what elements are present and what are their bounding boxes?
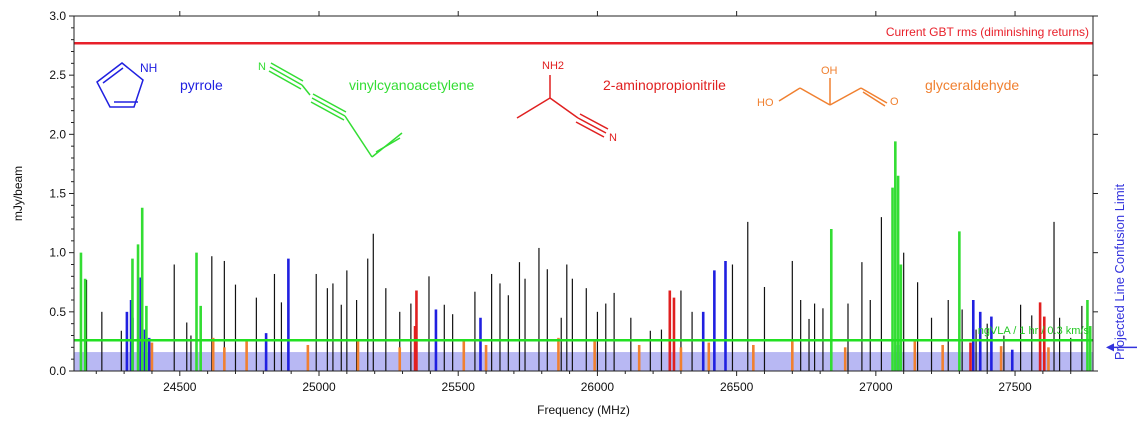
x-tick-label: 26000 bbox=[581, 380, 615, 394]
amino-n-label: N bbox=[609, 132, 617, 144]
y-tick-label: 2.0 bbox=[49, 127, 66, 141]
confusion-limit-label: Projected Line Confusion Limit bbox=[1112, 183, 1127, 360]
y-axis-label: mJy/beam bbox=[11, 166, 25, 221]
plot-frame bbox=[73, 15, 1094, 372]
y-tick-label: 0.5 bbox=[49, 305, 66, 319]
series-vinylcyanoacetylene-lines bbox=[79, 141, 1092, 371]
confusion-limit-band bbox=[74, 352, 1093, 371]
glyceraldehyde-name: glyceraldehyde bbox=[925, 77, 1019, 93]
x-tick-label: 27500 bbox=[998, 380, 1032, 394]
y-tick-label: 0.0 bbox=[49, 364, 66, 378]
x-tick-label: 24500 bbox=[163, 380, 197, 394]
x-axis-label: Frequency (MHz) bbox=[537, 403, 630, 417]
amino-nh2-label: NH2 bbox=[542, 60, 564, 72]
y-axis: 0.0 0.5 1.0 1.5 2.0 2.5 3.0 bbox=[49, 9, 1098, 378]
x-axis: 24500 25000 25500 26000 26500 27000 27500 bbox=[95, 11, 1072, 394]
x-tick-label: 25500 bbox=[442, 380, 476, 394]
gly-o-label: O bbox=[890, 96, 899, 108]
vca-n-label: N bbox=[258, 61, 266, 73]
gly-ho-label: HO bbox=[757, 97, 774, 109]
arrow-left-icon bbox=[1106, 343, 1137, 352]
pyrrole-structure bbox=[96, 62, 144, 108]
y-tick-label: 1.0 bbox=[49, 246, 66, 260]
ngvla-label: ngVLA / 1 hr / 0.3 km/s bbox=[978, 325, 1090, 337]
series-glyceraldehyde-lines bbox=[150, 337, 1050, 371]
aminopropionitrile-structure bbox=[516, 75, 609, 138]
series-other-lines bbox=[85, 217, 1083, 371]
glyceraldehyde-structure bbox=[778, 78, 888, 107]
vinylcyanoacetylene-name: vinylcyanoacetylene bbox=[349, 77, 475, 93]
gbt-rms-label: Current GBT rms (diminishing returns) bbox=[886, 25, 1089, 39]
x-tick-label: 27000 bbox=[859, 380, 893, 394]
arrow-head bbox=[1106, 343, 1114, 352]
aminopropionitrile-name: 2-aminopropionitrile bbox=[603, 77, 726, 93]
gly-oh-label: OH bbox=[821, 65, 838, 77]
x-tick-label: 26500 bbox=[720, 380, 754, 394]
x-tick-label: 25000 bbox=[302, 380, 336, 394]
pyrrole-name: pyrrole bbox=[180, 77, 223, 93]
pyrrole-nh-label: NH bbox=[140, 61, 157, 75]
y-tick-label: 1.5 bbox=[49, 187, 66, 201]
series-aminopropionitrile-lines bbox=[413, 290, 1046, 371]
y-tick-label: 3.0 bbox=[49, 9, 66, 23]
y-tick-label: 2.5 bbox=[49, 68, 66, 82]
vinylcyanoacetylene-structure bbox=[268, 62, 403, 158]
